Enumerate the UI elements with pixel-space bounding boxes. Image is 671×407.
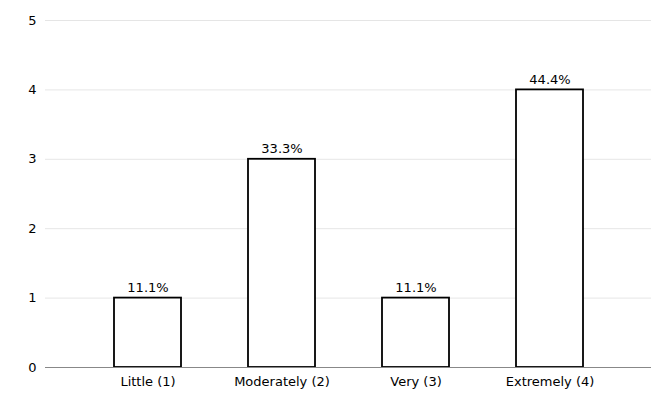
svg-text:2: 2 [28,221,36,236]
svg-text:Moderately (2): Moderately (2) [234,374,330,389]
svg-text:4: 4 [28,82,36,97]
svg-text:Extremely (4): Extremely (4) [506,374,595,389]
svg-text:44.4%: 44.4% [529,72,570,87]
svg-text:11.1%: 11.1% [127,280,168,295]
svg-text:1: 1 [28,290,36,305]
svg-text:3: 3 [28,151,36,166]
svg-text:11.1%: 11.1% [395,280,436,295]
svg-text:33.3%: 33.3% [261,141,302,156]
svg-text:Very (3): Very (3) [390,374,441,389]
svg-text:Little (1): Little (1) [120,374,175,389]
svg-text:5: 5 [28,13,36,28]
svg-text:0: 0 [28,360,36,375]
